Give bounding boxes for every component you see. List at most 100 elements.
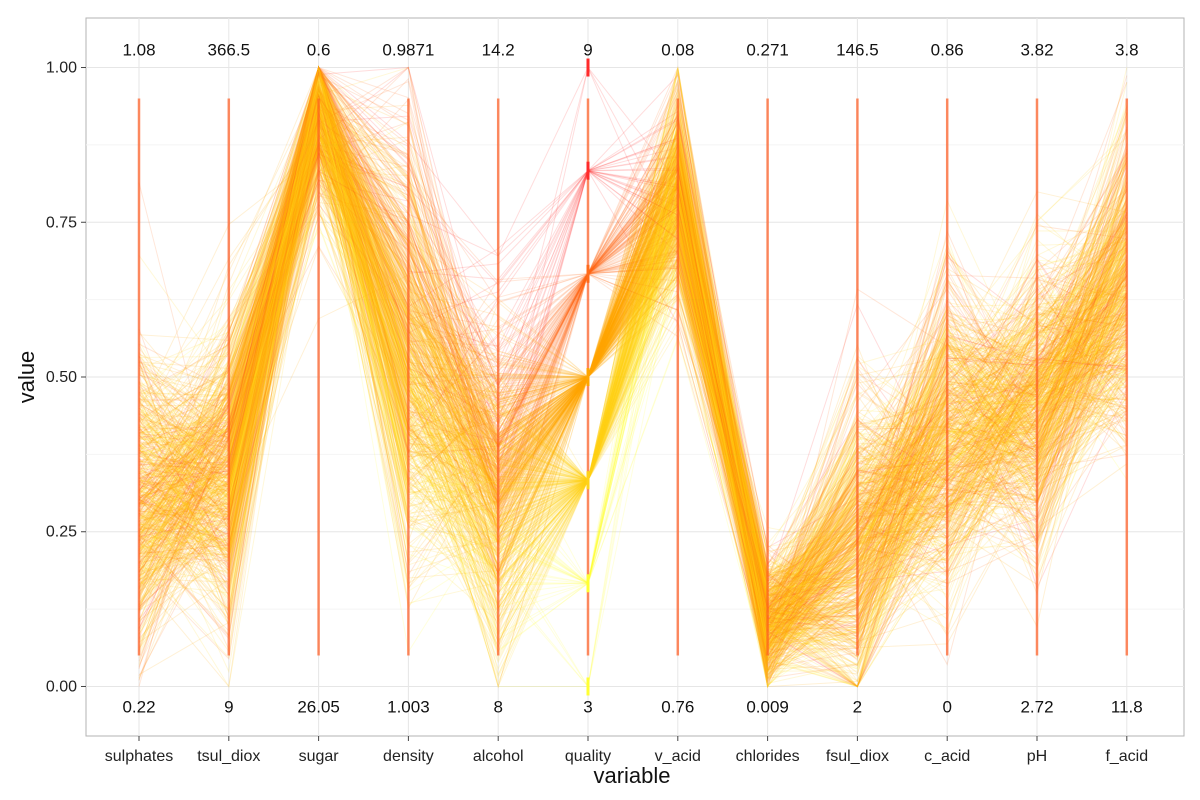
data-line bbox=[138, 98, 1128, 664]
data-line bbox=[138, 88, 1127, 674]
data-line bbox=[138, 135, 1127, 631]
data-line bbox=[138, 72, 1128, 658]
data-line bbox=[138, 112, 1128, 648]
data-line bbox=[138, 66, 1128, 604]
min-label-sulphates: 0.22 bbox=[122, 697, 155, 716]
data-line bbox=[138, 108, 1128, 619]
data-line bbox=[138, 66, 1128, 615]
data-line bbox=[138, 73, 1128, 585]
data-line bbox=[138, 150, 1128, 637]
data-line bbox=[138, 65, 1128, 601]
data-line bbox=[138, 147, 1128, 632]
data-line bbox=[138, 92, 1128, 651]
data-line bbox=[138, 132, 1128, 667]
data-line bbox=[138, 157, 1128, 683]
data-line bbox=[138, 67, 1128, 649]
data-line bbox=[138, 65, 1128, 648]
min-label-density: 1.003 bbox=[387, 697, 430, 716]
variable-axes-layer bbox=[137, 58, 1129, 696]
data-line bbox=[138, 65, 1127, 672]
data-line bbox=[138, 105, 1128, 636]
data-line bbox=[138, 172, 1128, 611]
data-line bbox=[138, 110, 1128, 611]
data-line bbox=[138, 130, 1128, 688]
data-line bbox=[138, 88, 1128, 660]
data-line bbox=[138, 67, 1127, 604]
data-line bbox=[138, 121, 1128, 584]
data-line bbox=[138, 67, 1128, 658]
data-line bbox=[138, 119, 1127, 566]
data-line bbox=[138, 67, 1127, 610]
data-line bbox=[138, 128, 1128, 595]
data-line bbox=[138, 119, 1128, 688]
data-line bbox=[138, 108, 1128, 641]
data-line bbox=[138, 119, 1128, 633]
y-tick-label: 0.75 bbox=[46, 214, 77, 231]
x-tick-label-quality: quality bbox=[565, 748, 611, 765]
max-label-quality: 9 bbox=[583, 41, 592, 60]
data-line bbox=[138, 130, 1128, 659]
data-line bbox=[138, 111, 1128, 653]
data-line bbox=[138, 66, 1128, 627]
data-line bbox=[138, 67, 1127, 610]
max-label-chlorides: 0.271 bbox=[746, 41, 789, 60]
data-line bbox=[138, 112, 1128, 688]
data-line bbox=[138, 96, 1128, 688]
data-line bbox=[138, 108, 1128, 659]
data-line bbox=[138, 86, 1128, 625]
data-line bbox=[138, 122, 1128, 643]
data-line bbox=[138, 98, 1128, 680]
data-line bbox=[138, 119, 1128, 657]
data-line bbox=[138, 99, 1128, 582]
data-line bbox=[138, 90, 1128, 666]
data-line bbox=[138, 99, 1128, 682]
data-line bbox=[138, 138, 1128, 672]
data-line bbox=[138, 75, 1128, 588]
data-line bbox=[138, 131, 1128, 642]
data-line bbox=[138, 136, 1128, 608]
data-line bbox=[138, 123, 1128, 633]
data-line bbox=[138, 123, 1127, 595]
data-line bbox=[138, 127, 1128, 601]
data-line bbox=[138, 195, 1128, 653]
data-line bbox=[138, 183, 1128, 624]
data-line bbox=[138, 130, 1127, 631]
data-line bbox=[138, 121, 1128, 618]
data-line bbox=[138, 139, 1128, 648]
data-line bbox=[138, 143, 1128, 677]
data-line bbox=[138, 121, 1128, 688]
data-line bbox=[138, 67, 1128, 653]
data-line bbox=[138, 147, 1128, 621]
data-line bbox=[138, 69, 1128, 620]
data-line bbox=[138, 100, 1128, 633]
data-line bbox=[138, 70, 1128, 582]
data-line bbox=[138, 151, 1128, 659]
data-line bbox=[138, 139, 1128, 634]
data-line bbox=[138, 144, 1128, 581]
data-line bbox=[138, 77, 1128, 663]
data-line bbox=[138, 92, 1128, 651]
data-line bbox=[138, 65, 1128, 640]
data-line bbox=[138, 151, 1128, 616]
data-line bbox=[138, 112, 1128, 666]
data-line bbox=[138, 153, 1128, 689]
data-line bbox=[138, 85, 1128, 612]
x-tick-label-chlorides: chlorides bbox=[736, 748, 800, 765]
data-line bbox=[138, 67, 1128, 633]
data-line bbox=[138, 65, 1128, 642]
data-line bbox=[138, 180, 1128, 660]
data-line bbox=[138, 67, 1127, 612]
data-line bbox=[138, 67, 1128, 619]
x-tick-label-alcohol: alcohol bbox=[473, 748, 524, 765]
data-line bbox=[138, 147, 1128, 619]
data-line bbox=[138, 83, 1127, 688]
data-line bbox=[138, 65, 1128, 594]
data-line bbox=[138, 67, 1128, 627]
data-line bbox=[138, 65, 1128, 629]
data-line bbox=[138, 124, 1128, 610]
data-line bbox=[138, 119, 1128, 645]
data-line bbox=[138, 72, 1128, 632]
data-line bbox=[138, 67, 1127, 599]
data-line bbox=[138, 139, 1128, 629]
data-line bbox=[138, 139, 1128, 681]
